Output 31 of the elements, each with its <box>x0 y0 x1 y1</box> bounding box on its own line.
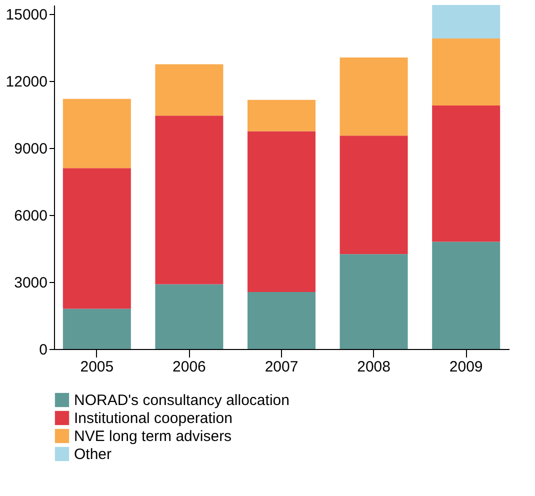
x-tick-label: 2007 <box>264 358 298 376</box>
bar <box>432 5 500 39</box>
y-tick-label: 15000 <box>6 6 48 24</box>
bar <box>155 284 224 349</box>
bar <box>340 57 408 136</box>
bar <box>155 116 224 284</box>
bar <box>62 168 131 309</box>
bar <box>432 38 500 106</box>
bar <box>155 64 224 116</box>
x-tick-label: 2005 <box>80 358 114 376</box>
bar <box>62 98 131 168</box>
bar <box>340 254 408 349</box>
y-tick-label: 3000 <box>14 274 48 292</box>
y-tick-label: 0 <box>39 342 48 358</box>
legend-label: Institutional cooperation <box>74 410 232 427</box>
y-tick-label: 9000 <box>14 140 48 158</box>
x-tick-label: 2008 <box>357 358 390 376</box>
bar <box>248 100 316 132</box>
bar <box>248 292 316 349</box>
y-tick-label: 6000 <box>14 207 48 224</box>
legend-label: NORAD's consultancy allocation <box>74 392 290 409</box>
bar <box>432 242 500 349</box>
x-tick-label: 2009 <box>449 358 483 376</box>
bar <box>248 131 316 292</box>
legend-label: NVE long term advisers <box>74 428 232 445</box>
y-tick-label: 12000 <box>6 73 48 90</box>
bar <box>432 106 500 242</box>
bar <box>340 136 408 254</box>
bar <box>62 308 131 349</box>
x-tick-label: 2006 <box>172 358 206 376</box>
legend-label: Other <box>74 446 112 463</box>
